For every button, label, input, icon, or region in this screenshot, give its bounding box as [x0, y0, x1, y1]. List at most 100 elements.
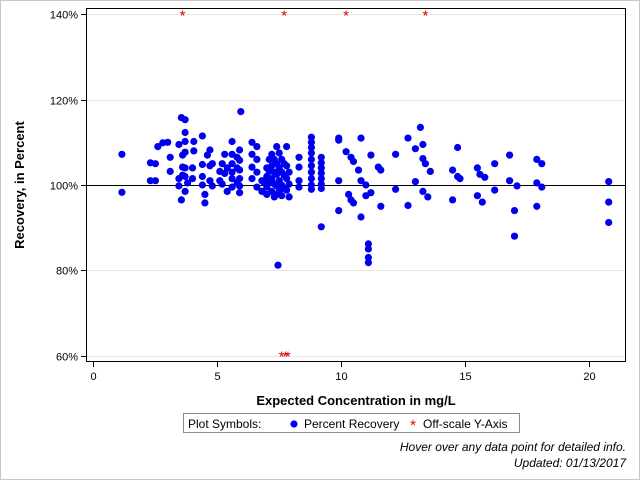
data-point[interactable]	[510, 232, 519, 240]
data-point[interactable]	[533, 155, 541, 163]
data-point[interactable]	[218, 160, 226, 168]
data-point[interactable]	[248, 138, 256, 146]
data-point[interactable]	[456, 175, 464, 183]
data-point[interactable]	[278, 192, 286, 200]
data-point[interactable]	[221, 150, 229, 158]
data-point[interactable]	[190, 137, 198, 146]
data-point[interactable]	[248, 150, 256, 158]
data-point[interactable]	[335, 207, 343, 215]
data-point[interactable]	[181, 187, 189, 195]
data-point[interactable]	[181, 116, 189, 124]
data-point[interactable]	[317, 164, 325, 172]
data-point[interactable]	[151, 177, 159, 185]
data-point[interactable]	[605, 218, 613, 227]
data-point[interactable]	[268, 175, 276, 183]
data-point[interactable]	[223, 164, 231, 172]
data-point[interactable]	[419, 187, 427, 195]
data-point[interactable]	[364, 245, 372, 253]
data-point[interactable]	[166, 153, 174, 161]
data-point[interactable]	[236, 156, 244, 164]
data-point[interactable]	[533, 202, 541, 210]
data-point[interactable]	[426, 167, 434, 175]
data-point[interactable]	[605, 198, 613, 206]
data-point[interactable]	[181, 128, 189, 137]
data-point[interactable]	[481, 173, 489, 181]
data-point[interactable]	[510, 207, 519, 215]
data-point[interactable]	[253, 155, 261, 163]
data-point[interactable]	[317, 153, 325, 161]
offscale-point[interactable]: *	[343, 7, 349, 24]
data-point[interactable]	[449, 196, 457, 204]
data-point[interactable]	[253, 143, 261, 151]
data-point[interactable]	[506, 151, 514, 159]
data-point[interactable]	[248, 163, 256, 171]
data-point[interactable]	[307, 185, 315, 193]
data-point[interactable]	[473, 164, 481, 172]
data-point[interactable]	[307, 175, 315, 183]
data-point[interactable]	[154, 143, 162, 151]
data-point[interactable]	[295, 163, 303, 171]
data-point[interactable]	[201, 199, 209, 207]
data-point[interactable]	[221, 169, 229, 178]
data-point[interactable]	[317, 159, 325, 167]
data-point[interactable]	[228, 160, 236, 168]
data-point[interactable]	[478, 198, 486, 206]
data-point[interactable]	[181, 164, 189, 172]
data-point[interactable]	[285, 193, 293, 201]
data-point[interactable]	[236, 175, 244, 183]
offscale-point[interactable]: *	[422, 7, 428, 24]
data-point[interactable]	[164, 138, 172, 146]
data-point[interactable]	[335, 177, 343, 185]
data-point[interactable]	[295, 177, 303, 185]
data-point[interactable]	[181, 137, 189, 146]
data-point[interactable]	[275, 149, 283, 157]
data-point[interactable]	[392, 150, 400, 158]
data-point[interactable]	[317, 169, 325, 177]
data-point[interactable]	[236, 189, 244, 197]
data-point[interactable]	[295, 183, 303, 191]
data-point[interactable]	[449, 166, 457, 174]
data-point[interactable]	[253, 168, 261, 176]
data-point[interactable]	[307, 143, 315, 152]
data-point[interactable]	[198, 172, 206, 181]
data-point[interactable]	[223, 187, 231, 195]
offscale-point[interactable]: *	[285, 349, 291, 366]
data-point[interactable]	[491, 160, 499, 168]
data-point[interactable]	[364, 253, 372, 262]
data-point[interactable]	[317, 184, 325, 192]
data-point[interactable]	[283, 186, 291, 194]
data-point[interactable]	[404, 134, 412, 142]
data-point[interactable]	[349, 199, 358, 207]
data-point[interactable]	[175, 140, 183, 149]
data-point[interactable]	[236, 182, 244, 190]
data-point[interactable]	[506, 177, 514, 185]
data-point[interactable]	[349, 157, 358, 166]
data-point[interactable]	[198, 160, 206, 169]
data-point[interactable]	[228, 183, 236, 191]
data-point[interactable]	[273, 143, 281, 151]
data-point[interactable]	[473, 192, 481, 200]
data-point[interactable]	[228, 168, 236, 176]
data-point[interactable]	[307, 149, 315, 157]
data-point[interactable]	[253, 183, 261, 191]
data-point[interactable]	[283, 143, 291, 151]
data-point[interactable]	[295, 153, 303, 161]
offscale-point[interactable]: *	[180, 7, 186, 24]
data-point[interactable]	[513, 182, 521, 190]
data-point[interactable]	[345, 190, 353, 198]
data-point[interactable]	[146, 177, 154, 185]
data-point[interactable]	[228, 137, 236, 146]
data-point[interactable]	[285, 168, 293, 176]
data-point[interactable]	[208, 182, 216, 190]
data-point[interactable]	[538, 183, 546, 191]
data-point[interactable]	[362, 181, 370, 189]
data-point[interactable]	[357, 177, 365, 185]
data-point[interactable]	[533, 179, 541, 187]
data-point[interactable]	[181, 172, 189, 181]
data-point[interactable]	[342, 148, 350, 156]
data-point[interactable]	[307, 155, 315, 163]
data-point[interactable]	[118, 188, 126, 196]
data-point[interactable]	[424, 193, 432, 201]
data-point[interactable]	[605, 178, 613, 186]
data-point[interactable]	[151, 160, 159, 168]
